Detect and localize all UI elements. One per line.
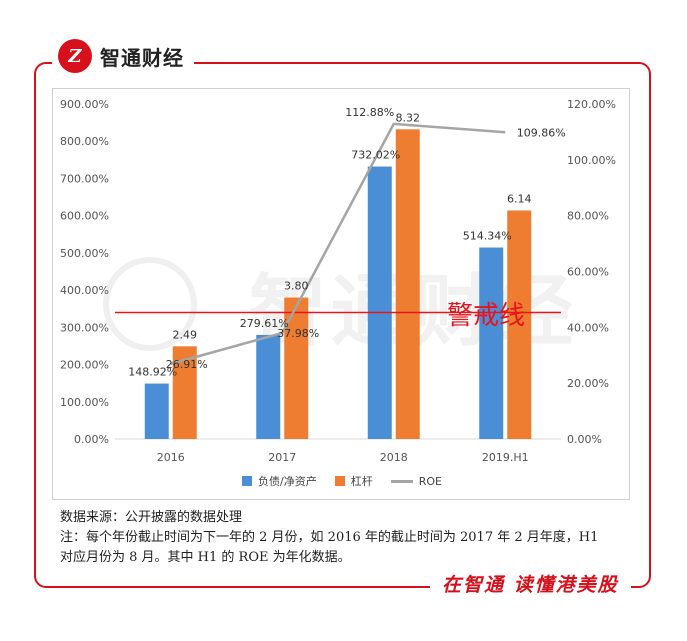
bar-leverage: [395, 129, 420, 440]
roe-data-label: 37.98%: [277, 327, 319, 340]
y-right-tick-label: 100.00%: [567, 154, 616, 167]
brand-name: 智通财经: [100, 45, 184, 70]
logo-z-icon: Z: [58, 39, 92, 73]
slogan-text: 在智通 读懂港美股: [442, 573, 619, 596]
legend-label-debt: 负债/净资产: [258, 475, 317, 488]
roe-data-label: 112.88%: [345, 106, 394, 119]
data-source-note: 数据来源：公开披露的数据处理: [60, 510, 243, 525]
roe-data-label: 26.91%: [166, 358, 208, 371]
legend-swatch-roe: [390, 479, 413, 483]
bar-debt-ratio: [479, 247, 504, 439]
x-tick-label: 2017: [268, 451, 296, 464]
roe-data-label: 109.86%: [517, 126, 566, 139]
bar-debt-ratio-label: 514.34%: [463, 230, 512, 243]
x-tick-label: 2018: [380, 451, 408, 464]
chart-container: 智通财经 0.00%100.00%200.00%300.00%400.00%50…: [52, 88, 630, 500]
legend-item-roe: ROE: [390, 474, 442, 488]
bar-debt-ratio-label: 148.92%: [128, 366, 177, 379]
bar-leverage-label: 2.49: [173, 328, 198, 341]
y-left-tick-label: 200.00%: [60, 359, 109, 372]
bar-debt-ratio: [256, 334, 281, 439]
legend-item-leverage: 杠杆: [334, 473, 373, 489]
y-right-tick-label: 60.00%: [567, 266, 609, 279]
bar-debt-ratio: [144, 383, 169, 439]
y-right-tick-label: 40.00%: [567, 321, 609, 334]
y-left-tick-label: 100.00%: [60, 396, 109, 409]
y-right-tick-label: 80.00%: [567, 210, 609, 223]
combo-chart: 0.00% 100.00% 200.00% 300.00% 400.00% 500.00%…: [60, 98, 616, 464]
y-left-tick-label: 300.00%: [60, 321, 109, 334]
chart-notes: 数据来源：公开披露的数据处理 注：每个年份截止时间为下一年的 2 月份，如 20…: [60, 508, 645, 568]
footnote-line-1: 注：每个年份截止时间为下一年的 2 月份，如 2016 年的截止时间为 2017…: [60, 530, 599, 545]
y-left-tick-label: 0.00%: [74, 433, 109, 446]
legend-label-leverage: 杠杆: [350, 475, 373, 488]
x-tick-label: 2016: [157, 451, 185, 464]
brand-logo: Z 智通财经: [52, 38, 194, 74]
y-left-tick-label: 400.00%: [60, 284, 109, 297]
y-left-tick-label: 500.00%: [60, 247, 109, 260]
legend-swatch-debt: [242, 476, 252, 486]
warning-line-label: 警戒线: [447, 301, 526, 331]
y-left-tick-label: 700.00%: [60, 172, 109, 185]
y-left-tick-label: 600.00%: [60, 210, 109, 223]
bar-leverage-label: 3.80: [284, 280, 309, 293]
legend-item-debt: 负债/净资产: [242, 473, 317, 489]
legend-swatch-leverage: [334, 476, 345, 486]
content-frame: [34, 62, 651, 588]
bar-debt-ratio: [367, 166, 392, 439]
bar-leverage-label: 8.32: [396, 111, 421, 124]
roe-line: [170, 122, 506, 366]
y-left-tick-label: 800.00%: [60, 135, 109, 148]
bar-debt-ratio-label: 732.02%: [351, 149, 400, 162]
footnote-line-2: 对应月份为 8 月。其中 H1 的 ROE 为年化数据。: [60, 550, 351, 565]
bar-leverage-label: 6.14: [507, 192, 532, 205]
bar-debt-ratio-label: 279.61%: [240, 317, 289, 330]
legend-label-roe: ROE: [418, 474, 442, 488]
slogan-bar: 在智通 读懂港美股: [430, 568, 631, 598]
chart-legend: 负债/净资产 杠杆 ROE: [53, 473, 631, 489]
y-right-tick-label: 0.00%: [567, 433, 602, 446]
y-left-tick-label: 900.00%: [60, 98, 109, 111]
x-tick-label: 2019.H1: [482, 451, 529, 464]
bar-leverage: [507, 210, 532, 439]
y-right-tick-label: 20.00%: [567, 377, 609, 390]
y-right-tick-label: 120.00%: [567, 98, 616, 111]
